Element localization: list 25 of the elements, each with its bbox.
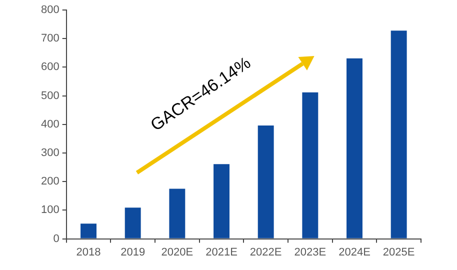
- bar: [124, 208, 141, 238]
- y-tick-label: 800: [40, 4, 60, 16]
- x-tick-label: 2025E: [382, 246, 415, 258]
- y-tick-label: 600: [40, 61, 60, 74]
- y-tick-label: 300: [40, 147, 60, 160]
- bar: [390, 30, 407, 238]
- y-tick-label: 100: [40, 204, 60, 216]
- x-tick-label: 2022E: [250, 246, 282, 258]
- y-tick-label: 200: [40, 176, 60, 188]
- bar: [169, 188, 186, 238]
- bar: [302, 92, 318, 238]
- y-tick-label: 400: [40, 118, 60, 130]
- x-tick-label: 2023E: [294, 246, 326, 258]
- x-tick-label: 2021E: [206, 246, 238, 258]
- bar: [214, 164, 230, 238]
- y-tick-label: 500: [40, 90, 60, 102]
- x-tick-label: 2020E: [161, 246, 194, 258]
- y-tick-label: 0: [53, 232, 60, 245]
- bar: [80, 224, 96, 238]
- bar: [346, 58, 362, 238]
- x-tick-label: 2024E: [338, 246, 370, 258]
- y-tick-label: 700: [40, 32, 60, 45]
- x-tick-label: 2019: [120, 246, 146, 258]
- bar: [258, 126, 274, 238]
- x-tick-label: 2018: [76, 246, 101, 258]
